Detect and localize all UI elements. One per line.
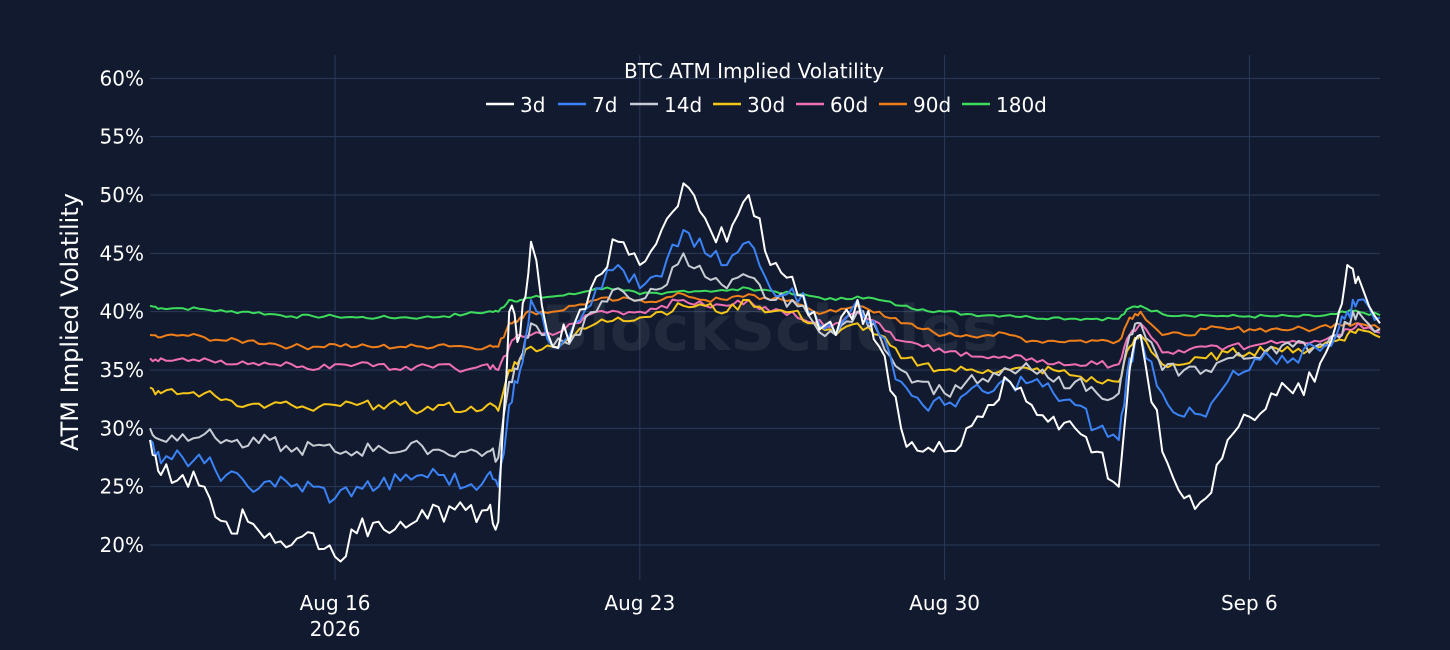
series-line-7d [149,229,1381,504]
legend-item-14d[interactable]: 14d [630,93,702,117]
chart-title: BTC ATM Implied Volatility [624,59,884,83]
legend-label: 14d [664,93,702,117]
series-line-30d [149,298,1381,415]
legend-item-7d[interactable]: 7d [558,93,617,117]
series-line-14d [149,252,1381,463]
legend-item-90d[interactable]: 90d [879,93,951,117]
y-tick-label: 40% [100,300,144,324]
legend-label: 180d [996,93,1047,117]
watermark-text: BlockScholes [541,292,998,365]
x-tick-label: Aug 30 [909,591,980,615]
series-line-180d [149,286,1381,322]
y-tick-label: 45% [100,241,144,265]
y-tick-label: 30% [100,416,144,440]
x-tick-label: Sep 6 [1221,591,1278,615]
y-tick-label: 25% [100,475,144,499]
series-line-90d [149,291,1381,351]
legend-item-180d[interactable]: 180d [962,93,1047,117]
y-axis-title: ATM Implied Volatility [56,193,84,451]
x-tick-label: Aug 23 [604,591,675,615]
legend-item-3d[interactable]: 3d [486,93,545,117]
x-tick-sublabel: 2026 [310,617,361,641]
legend-item-30d[interactable]: 30d [713,93,785,117]
y-tick-label: 50% [100,183,144,207]
x-tick-label: Aug 16 [300,591,371,615]
series-line-60d [149,298,1381,373]
y-tick-label: 60% [100,66,144,90]
y-tick-label: 35% [100,358,144,382]
legend-label: 60d [830,93,868,117]
legend-label: 30d [747,93,785,117]
legend-label: 7d [592,93,617,117]
legend[interactable]: 3d 7d 14d 30d 60d 90d 180d [486,93,1047,117]
legend-item-60d[interactable]: 60d [796,93,868,117]
series-line-3d [149,182,1381,563]
legend-label: 90d [913,93,951,117]
series-lines [149,182,1381,563]
y-tick-label: 20% [100,533,144,557]
legend-label: 3d [520,93,545,117]
y-tick-label: 55% [100,125,144,149]
y-axis-ticks: 20% 25% 30% 35% 40% 45% 50% 55% 60% [100,66,144,557]
